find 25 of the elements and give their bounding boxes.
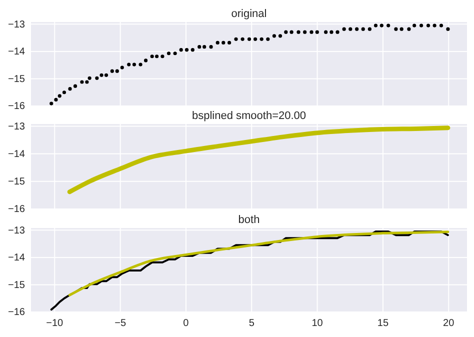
- chart-title: both: [238, 214, 260, 226]
- y-tick-label: −13: [8, 121, 26, 132]
- x-tick-label: 0: [183, 318, 190, 330]
- y-tick-label: −15: [8, 280, 26, 291]
- chart-title: original: [231, 8, 267, 20]
- x-tick-label: 10: [312, 318, 324, 330]
- y-tick-label: −14: [8, 46, 26, 58]
- y-tick-label: −14: [8, 252, 26, 264]
- x-tick-label: −10: [46, 318, 64, 330]
- y-tick-label: −16: [8, 101, 26, 112]
- y-tick-label: −13: [8, 19, 26, 30]
- chart-title: bsplined smooth=20.00: [192, 110, 306, 122]
- y-tick-label: −14: [8, 149, 26, 160]
- x-tick-label: 5: [248, 318, 255, 330]
- x-tick-label: 20: [443, 318, 455, 330]
- y-tick-label: −15: [8, 176, 26, 188]
- y-tick-label: −15: [8, 74, 26, 85]
- line-series: [50, 230, 449, 311]
- x-tick-label: −5: [114, 318, 126, 330]
- y-tick-label: −16: [8, 307, 26, 318]
- y-tick-label: −13: [8, 225, 26, 236]
- y-tick-label: −16: [8, 204, 26, 216]
- line-series: [67, 126, 450, 194]
- line-series: [68, 230, 450, 296]
- x-tick-label: 15: [377, 318, 389, 330]
